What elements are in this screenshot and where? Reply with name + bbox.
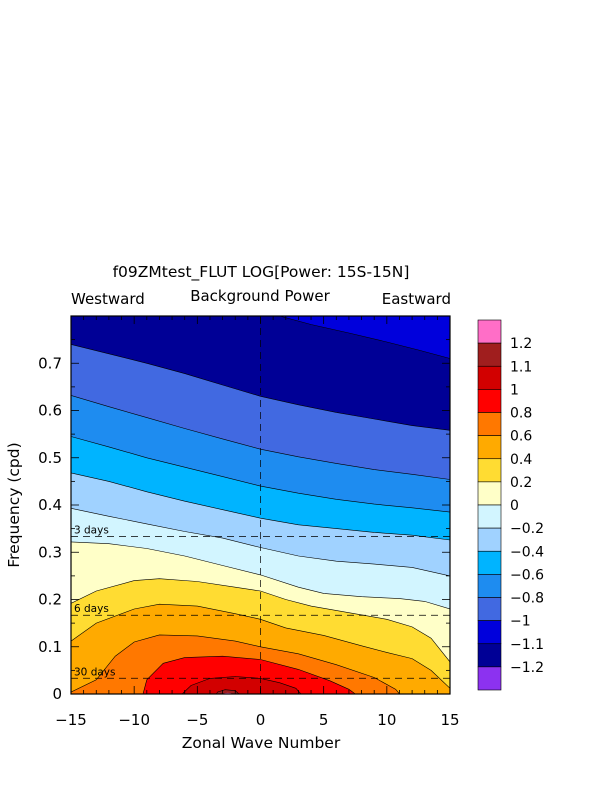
colorbar-swatch [477,620,502,645]
x-tick-labels: −15 −10 −5 0 5 10 15 [55,711,459,729]
x-tick-label: 15 [440,711,459,729]
colorbar-label: 1 [510,382,519,398]
y-axis-label: Frequency (cpd) [5,442,23,567]
colorbar-swatch [477,504,502,529]
colorbar-swatch [477,597,502,621]
x-tick-label: 10 [377,711,396,729]
contour-line [71,472,450,541]
period-label: 6 days [74,603,109,615]
contour-line [71,541,450,610]
x-tick-label: −10 [118,711,150,729]
colorbar-label: −0.6 [510,567,544,583]
colorbar-swatch [477,319,502,344]
colorbar-label: −0.8 [510,591,544,607]
x-axis-label: Zonal Wave Number [182,734,341,752]
contour-line [279,316,450,359]
colorbar-label: 0.4 [510,452,532,468]
colorbar-swatch [477,412,502,436]
y-tick-label: 0.1 [38,638,62,656]
colorbar-label: −1 [510,614,531,630]
period-label: 30 days [74,666,115,678]
y-tick-label: 0 [52,685,62,703]
y-tick-label: 0.3 [38,543,62,561]
chart-title: f09ZMtest_FLUT LOG[Power: 15S-15N] [113,263,410,282]
contour-line [142,655,356,694]
colorbar-swatch [477,389,502,413]
colorbar-label: 0 [510,498,519,514]
subtitle-westward: Westward [71,290,145,308]
x-tick-label: −5 [186,711,208,729]
y-tick-label: 0.6 [38,402,62,420]
colorbar-swatch [477,481,502,506]
y-tick-label: 0.5 [38,449,62,467]
subtitle-eastward: Eastward [382,290,451,308]
colorbar-swatch [477,458,502,483]
colorbar-label: −0.4 [510,544,544,560]
reference-lines: 3 days 6 days 30 days [71,316,450,694]
axis-ticks [70,315,451,695]
colorbar-label: 0.8 [510,406,532,422]
colorbar-swatch [477,643,502,668]
colorbar-label: 0.6 [510,429,532,445]
colorbar-swatch [477,666,502,691]
contour-line [71,578,450,663]
contour-line [71,634,400,694]
x-tick-label: 5 [319,711,329,729]
colorbar-label: 0.2 [510,475,532,491]
y-tick-label: 0.4 [38,496,62,514]
x-tick-label: 0 [256,711,266,729]
colorbar-swatch [477,574,502,598]
colorbar-swatch [477,365,502,390]
y-tick-labels: 0 0.1 0.2 0.3 0.4 0.5 0.6 0.7 [38,354,62,703]
contour-band [279,316,450,359]
colorbar-swatch [477,342,502,367]
colorbar [477,319,502,691]
y-tick-label: 0.2 [38,591,62,609]
colorbar-swatch [477,435,502,460]
colorbar-label: 1.1 [510,359,532,375]
contour-line [216,689,240,694]
contour-line [71,344,450,431]
x-tick-label: −15 [55,711,87,729]
colorbar-label: 1.2 [510,336,532,352]
colorbar-swatch [477,527,502,552]
period-label: 3 days [74,525,109,537]
colorbar-swatch [477,550,502,575]
colorbar-labels: 1.2 1.1 1 0.8 0.6 0.4 0.2 0 −0.2 −0.4 −0.6 −0.8 −1 −1… [510,336,544,676]
contour-line [71,603,450,689]
y-tick-label: 0.7 [38,354,62,372]
colorbar-label: −1.1 [510,637,544,653]
colorbar-label: −1.2 [510,660,544,676]
subtitle-background-power: Background Power [190,287,330,305]
colorbar-label: −0.2 [510,521,544,537]
contour-line [181,676,302,694]
